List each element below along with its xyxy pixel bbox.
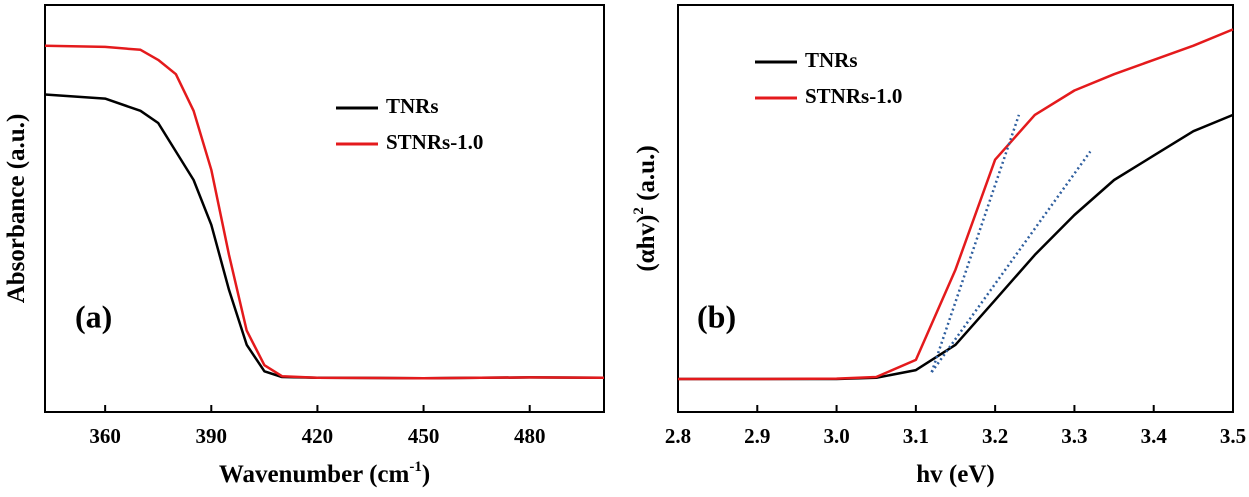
- x-tick-label: 390: [196, 424, 228, 448]
- y-axis-label: Absorbance (a.u.): [3, 114, 30, 304]
- x-axis-label: Wavenumber (cm-1): [219, 459, 430, 487]
- panel-label: (b): [697, 298, 736, 334]
- x-axis-label-part: Wavenumber (cm: [219, 461, 410, 488]
- x-tick-label: 3.1: [903, 424, 929, 448]
- x-tick-label: 450: [408, 424, 440, 448]
- x-tick-label: 2.8: [665, 424, 691, 448]
- y-axis-label-part: Absorbance (a.u.): [3, 114, 30, 304]
- x-tick-label: 2.9: [744, 424, 770, 448]
- data-line: [678, 28, 1234, 381]
- plot-frame: [44, 4, 605, 413]
- legend-label: TNRs: [386, 94, 439, 118]
- y-axis-label: (αhv)2 (a.u.): [631, 145, 659, 271]
- x-tick-label: 420: [302, 424, 334, 448]
- x-tick-label: 3.0: [823, 424, 849, 448]
- y-axis-label-part: (a.u.): [633, 145, 660, 207]
- legend-label: TNRs: [805, 48, 858, 72]
- x-tick-label: 3.5: [1220, 424, 1246, 448]
- x-tick-label: 3.2: [982, 424, 1008, 448]
- plot-frame: [677, 4, 1234, 413]
- data-line: [44, 93, 605, 380]
- x-tick-label: 3.4: [1141, 424, 1168, 448]
- x-tick-label: 360: [89, 424, 121, 448]
- fit-line: [930, 114, 1021, 373]
- legend-label: STNRs-1.0: [805, 84, 902, 108]
- x-tick-label: 3.3: [1061, 424, 1087, 448]
- x-axis-label-part: ): [422, 461, 430, 488]
- x-axis-label-part: hv (eV): [916, 461, 994, 488]
- panel-label: (a): [75, 298, 112, 334]
- panel: 360 390 420 450 480 Wavenumber (cm-1) Absorban…: [3, 4, 605, 488]
- data-line: [44, 44, 605, 380]
- y-axis-label-part: 2: [631, 207, 647, 215]
- legend-label: STNRs-1.0: [386, 130, 483, 154]
- x-tick-label: 480: [514, 424, 546, 448]
- fit-line: [930, 150, 1092, 373]
- y-axis-label-part: (αhv): [633, 215, 660, 272]
- x-axis-label-part: -1: [409, 459, 422, 475]
- panel: 2.8 2.9 3.0 3.1 3.2 3.3 3.4 3.5 hv (eV) (αhv)2 (a…: [631, 4, 1246, 488]
- x-axis-label: hv (eV): [916, 461, 994, 488]
